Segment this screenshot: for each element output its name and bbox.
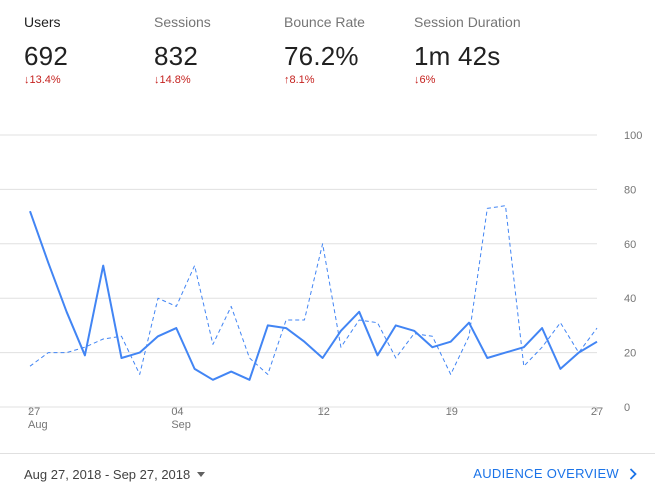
y-tick-label: 20 [624,348,636,360]
caret-down-icon [197,472,206,478]
metric-change: ↑8.1% [284,74,315,86]
x-tick-label-day: 04 [171,406,183,418]
y-tick-label: 0 [624,402,630,414]
metric-value: 1m 42s [414,41,501,71]
y-tick-label: 100 [624,130,642,142]
audience-overview-label: AUDIENCE OVERVIEW [473,466,619,481]
metric-label: Session Duration [414,14,521,30]
x-tick-label-day: 12 [318,406,330,418]
metric-label: Sessions [154,14,211,30]
users-series-line [29,210,598,381]
audience-overview-link[interactable]: AUDIENCE OVERVIEW [473,466,637,481]
comparison-series-line [29,205,598,375]
date-range-text: Aug 27, 2018 - Sep 27, 2018 [24,467,191,482]
x-tick-label-day: 19 [446,406,458,418]
metric-label: Users [24,14,61,30]
y-tick-label: 80 [624,184,636,196]
metric-label: Bounce Rate [284,14,365,30]
footer-divider [0,453,655,454]
chevron-right-icon [629,467,637,480]
x-tick-label-day: 27 [591,406,603,418]
x-tick-label-day: 27 [28,406,40,418]
x-tick-label-month: Sep [171,419,191,431]
y-tick-label: 60 [624,239,636,251]
x-tick-label-month: Aug [28,419,48,431]
metric-value: 692 [24,41,68,71]
metric-change: ↓13.4% [24,74,61,86]
metric-change: ↓6% [414,74,436,86]
metric-value: 832 [154,41,198,71]
y-tick-label: 40 [624,293,636,305]
date-range-selector[interactable]: Aug 27, 2018 - Sep 27, 2018 [24,467,206,482]
metric-value: 76.2% [284,41,359,71]
metric-change: ↓14.8% [154,74,191,86]
